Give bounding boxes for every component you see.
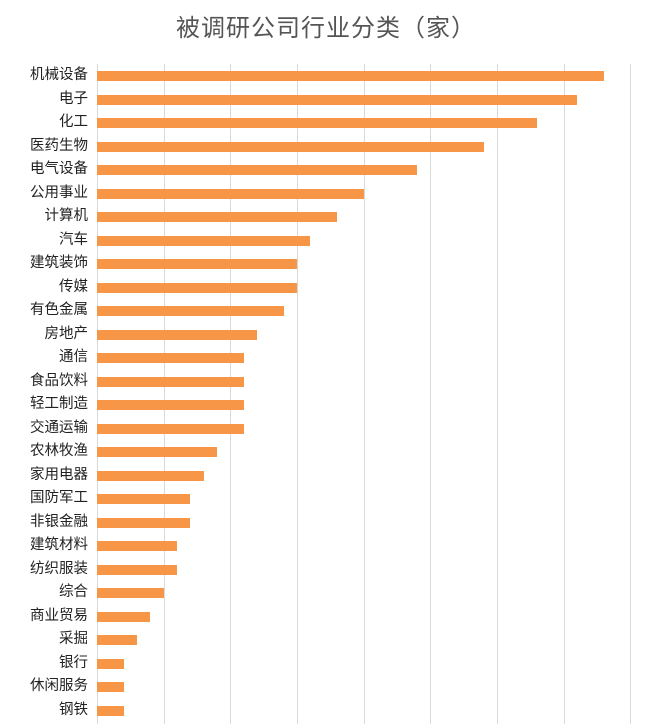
bar [97, 165, 417, 175]
category-label: 公用事业 [30, 184, 88, 201]
bar-row: 公用事业 [0, 182, 652, 206]
bar [97, 658, 124, 669]
bar-row: 医药生物 [0, 135, 652, 159]
category-label: 钢铁 [59, 701, 88, 718]
bar [97, 94, 577, 105]
category-label: 电子 [59, 90, 88, 107]
bar-row: 钢铁 [0, 699, 652, 723]
gridline [163, 64, 165, 724]
bar [97, 400, 244, 410]
bar-row: 机械设备 [0, 64, 652, 88]
category-label: 农林牧渔 [30, 443, 88, 459]
category-label: 有色金属 [30, 302, 88, 318]
bar [97, 470, 204, 481]
category-label: 家用电器 [30, 466, 88, 483]
bar [97, 423, 244, 434]
bar [97, 329, 257, 340]
category-label: 电气设备 [30, 161, 88, 177]
category-label: 综合 [59, 584, 88, 600]
category-label: 交通运输 [30, 419, 88, 436]
bar-row: 房地产 [0, 323, 652, 347]
category-label: 医药生物 [30, 137, 88, 154]
gridline [97, 64, 98, 724]
gridline [496, 64, 498, 724]
category-label: 商业贸易 [30, 607, 88, 624]
bar-row: 电子 [0, 88, 652, 112]
bar-row: 化工 [0, 111, 652, 135]
bar-row: 交通运输 [0, 417, 652, 441]
category-label: 房地产 [44, 325, 89, 342]
bar [97, 376, 244, 387]
category-label: 非银金融 [30, 513, 88, 530]
bar-row: 有色金属 [0, 299, 652, 323]
bar-row: 建筑装饰 [0, 252, 652, 276]
bar-row: 食品饮料 [0, 370, 652, 394]
category-label: 休闲服务 [30, 678, 88, 694]
category-label: 建筑装饰 [30, 255, 88, 271]
bar [97, 611, 151, 622]
bar [97, 188, 364, 199]
bar-row: 非银金融 [0, 511, 652, 535]
category-label: 纺织服装 [30, 560, 88, 577]
bar [97, 235, 311, 246]
bar-row: 轻工制造 [0, 393, 652, 417]
bar-row: 汽车 [0, 229, 652, 253]
category-label: 轻工制造 [30, 396, 88, 412]
bar-row: 商业贸易 [0, 605, 652, 629]
category-label: 建筑材料 [30, 537, 88, 553]
bar-row: 电气设备 [0, 158, 652, 182]
bar [97, 588, 164, 598]
bar-row: 纺织服装 [0, 558, 652, 582]
bar [97, 212, 337, 222]
bar [97, 564, 177, 575]
bar-row: 计算机 [0, 205, 652, 229]
category-label: 计算机 [44, 208, 89, 224]
bar [97, 635, 137, 645]
bar-row: 家用电器 [0, 464, 652, 488]
category-label: 化工 [59, 114, 88, 130]
chart-title: 被调研公司行业分类（家） [176, 14, 476, 42]
bar-row: 国防军工 [0, 487, 652, 511]
bar [97, 71, 604, 81]
category-label: 传媒 [59, 278, 88, 295]
category-label: 国防军工 [30, 490, 88, 506]
category-label: 食品饮料 [30, 372, 88, 389]
category-label: 机械设备 [30, 67, 88, 83]
bar [97, 447, 217, 457]
category-label: 汽车 [59, 231, 88, 248]
bar-row: 休闲服务 [0, 675, 652, 699]
bar [97, 541, 177, 551]
bar [97, 118, 537, 128]
category-label: 通信 [59, 349, 88, 365]
bar-row: 综合 [0, 581, 652, 605]
bar [97, 494, 191, 504]
bar [97, 282, 297, 293]
gridline [363, 64, 365, 724]
bar-row: 传媒 [0, 276, 652, 300]
gridline [563, 64, 565, 724]
bar-row: 通信 [0, 346, 652, 370]
bar-row: 农林牧渔 [0, 440, 652, 464]
bar-row: 银行 [0, 652, 652, 676]
plot-area: 机械设备电子化工医药生物电气设备公用事业计算机汽车建筑装饰传媒有色金属房地产通信… [30, 64, 652, 724]
bar [97, 141, 484, 152]
bar-row: 建筑材料 [0, 534, 652, 558]
category-label: 采掘 [59, 631, 88, 647]
bar-row: 采掘 [0, 628, 652, 652]
bar [97, 306, 284, 316]
bar [97, 259, 297, 269]
bar [97, 682, 124, 692]
gridline [296, 64, 298, 724]
gridline [630, 64, 632, 724]
bar [97, 353, 244, 363]
gridline [230, 64, 232, 724]
bar [97, 705, 124, 716]
gridline [430, 64, 432, 724]
bar [97, 517, 191, 528]
category-label: 银行 [59, 654, 88, 671]
